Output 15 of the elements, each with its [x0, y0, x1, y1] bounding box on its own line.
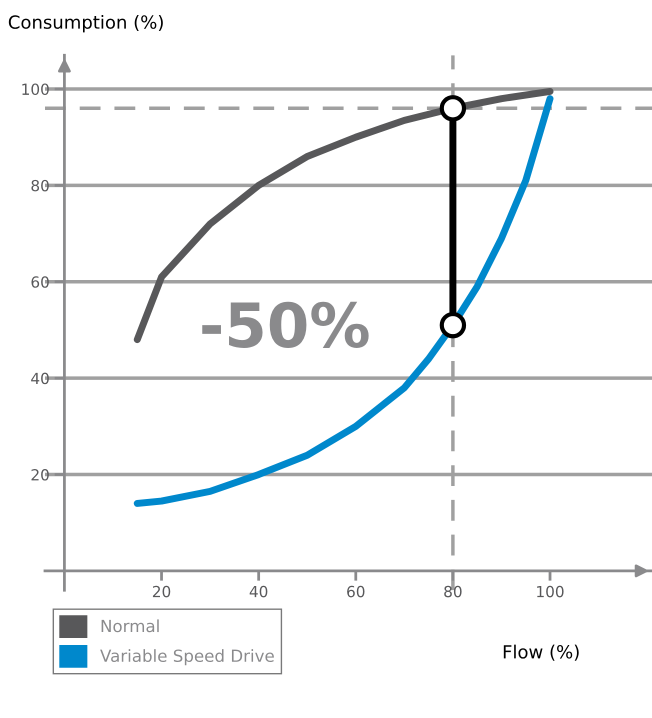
x-tick-label: 40 [250, 586, 268, 598]
x-axis-title: Flow (%) [504, 644, 579, 661]
legend-label: Normal [102, 619, 159, 632]
x-tick-label: 60 [347, 586, 364, 598]
y-tick-label: 40 [31, 372, 49, 384]
legend-label: Variable Speed Drive [100, 649, 274, 666]
x-tick-label: 100 [537, 586, 564, 598]
y-tick-label: 20 [32, 469, 49, 481]
y-tick-label: 100 [22, 83, 49, 96]
annotation: -50% [202, 302, 369, 348]
x-tick-label: 80 [444, 586, 462, 598]
y-axis-title: Consumption (%) [8, 14, 163, 32]
y-tick-label: 60 [31, 276, 49, 288]
x-tick-label: 20 [152, 586, 170, 598]
y-tick-label: 80 [31, 180, 49, 192]
